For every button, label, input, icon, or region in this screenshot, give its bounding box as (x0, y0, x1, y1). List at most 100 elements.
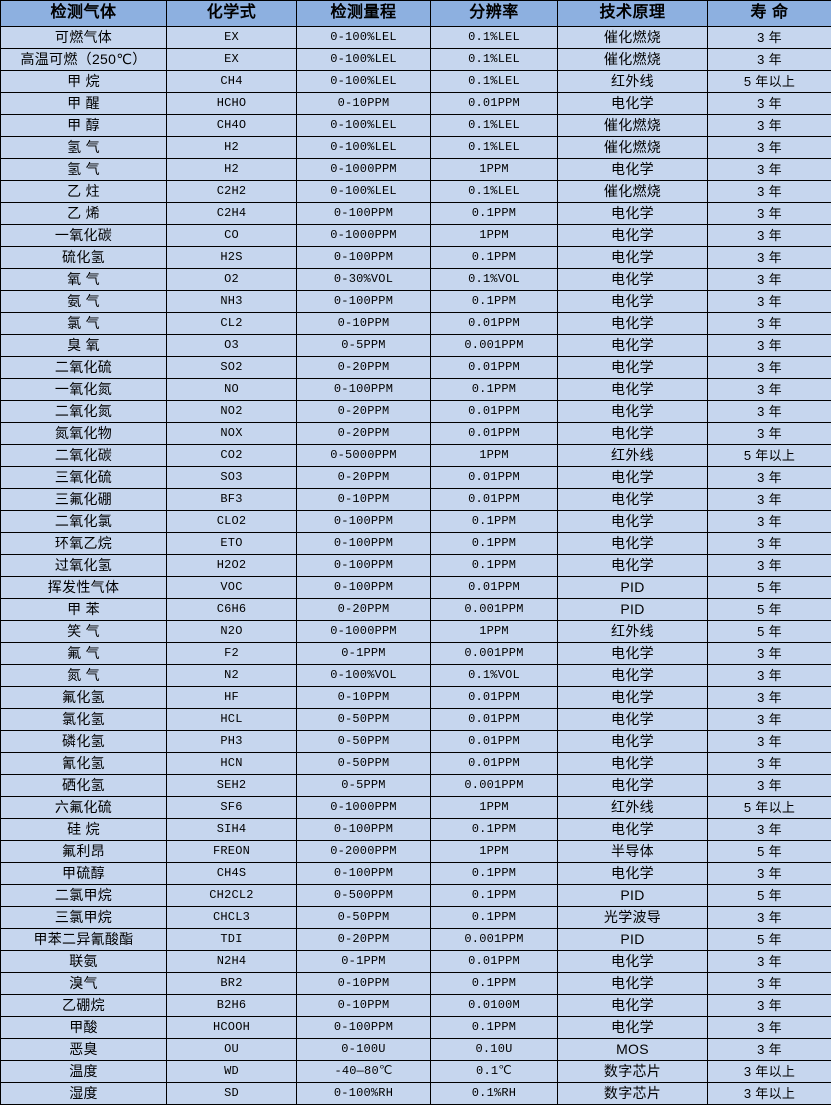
cell-technology-principle: PID (558, 577, 708, 599)
cell-lifespan: 3 年 (708, 709, 831, 731)
cell-technology-principle: 电化学 (558, 401, 708, 423)
cell-detection-range: 0-100PPM (297, 291, 431, 313)
cell-technology-principle: 电化学 (558, 643, 708, 665)
cell-gas-name: 笑 气 (1, 621, 167, 643)
cell-resolution: 0.0100M (431, 995, 558, 1017)
cell-detection-range: 0-1000PPM (297, 797, 431, 819)
cell-gas-name: 氯 气 (1, 313, 167, 335)
cell-technology-principle: 红外线 (558, 445, 708, 467)
cell-gas-name: 臭 氧 (1, 335, 167, 357)
cell-resolution: 0.1PPM (431, 863, 558, 885)
cell-chemical-formula: HCN (167, 753, 297, 775)
cell-resolution: 0.1PPM (431, 555, 558, 577)
cell-detection-range: 0-10PPM (297, 93, 431, 115)
cell-resolution: 0.1%VOL (431, 665, 558, 687)
cell-lifespan: 3 年 (708, 555, 831, 577)
cell-technology-principle: 电化学 (558, 357, 708, 379)
cell-resolution: 0.1PPM (431, 885, 558, 907)
cell-resolution: 0.001PPM (431, 775, 558, 797)
cell-chemical-formula: SF6 (167, 797, 297, 819)
cell-resolution: 1PPM (431, 159, 558, 181)
cell-chemical-formula: SEH2 (167, 775, 297, 797)
cell-chemical-formula: O2 (167, 269, 297, 291)
cell-resolution: 0.1%LEL (431, 137, 558, 159)
cell-technology-principle: 电化学 (558, 775, 708, 797)
cell-chemical-formula: CH2CL2 (167, 885, 297, 907)
cell-chemical-formula: C2H4 (167, 203, 297, 225)
cell-chemical-formula: CH4O (167, 115, 297, 137)
cell-chemical-formula: FREON (167, 841, 297, 863)
cell-technology-principle: 电化学 (558, 313, 708, 335)
cell-resolution: 0.001PPM (431, 643, 558, 665)
table-header: 检测气体 化学式 检测量程 分辨率 技术原理 寿 命 (1, 1, 831, 27)
cell-detection-range: 0-10PPM (297, 313, 431, 335)
cell-gas-name: 甲 苯 (1, 599, 167, 621)
cell-resolution: 0.01PPM (431, 687, 558, 709)
cell-resolution: 1PPM (431, 445, 558, 467)
cell-lifespan: 5 年 (708, 599, 831, 621)
cell-gas-name: 温度 (1, 1061, 167, 1083)
cell-detection-range: 0-100%RH (297, 1083, 431, 1105)
cell-detection-range: 0-100PPM (297, 1017, 431, 1039)
cell-gas-name: 湿度 (1, 1083, 167, 1105)
cell-detection-range: 0-5000PPM (297, 445, 431, 467)
cell-resolution: 0.1%LEL (431, 71, 558, 93)
cell-technology-principle: 红外线 (558, 71, 708, 93)
cell-technology-principle: 电化学 (558, 93, 708, 115)
cell-gas-name: 氮氧化物 (1, 423, 167, 445)
cell-detection-range: 0-100%LEL (297, 49, 431, 71)
cell-lifespan: 3 年 (708, 203, 831, 225)
cell-chemical-formula: SD (167, 1083, 297, 1105)
cell-resolution: 1PPM (431, 797, 558, 819)
cell-gas-name: 乙 烯 (1, 203, 167, 225)
cell-lifespan: 3 年 (708, 247, 831, 269)
cell-chemical-formula: VOC (167, 577, 297, 599)
cell-chemical-formula: NH3 (167, 291, 297, 313)
cell-gas-name: 硒化氢 (1, 775, 167, 797)
cell-chemical-formula: CO (167, 225, 297, 247)
cell-chemical-formula: HF (167, 687, 297, 709)
cell-gas-name: 三氟化硼 (1, 489, 167, 511)
cell-lifespan: 5 年以上 (708, 71, 831, 93)
cell-lifespan: 3 年以上 (708, 1083, 831, 1105)
cell-resolution: 0.01PPM (431, 951, 558, 973)
cell-resolution: 0.1%LEL (431, 115, 558, 137)
cell-chemical-formula: NO2 (167, 401, 297, 423)
cell-lifespan: 5 年 (708, 885, 831, 907)
cell-technology-principle: 光学波导 (558, 907, 708, 929)
cell-technology-principle: 催化燃烧 (558, 181, 708, 203)
cell-technology-principle: 电化学 (558, 203, 708, 225)
cell-resolution: 0.001PPM (431, 335, 558, 357)
cell-detection-range: 0-1PPM (297, 643, 431, 665)
cell-lifespan: 3 年 (708, 973, 831, 995)
cell-gas-name: 二氧化碳 (1, 445, 167, 467)
cell-gas-name: 过氧化氢 (1, 555, 167, 577)
cell-chemical-formula: HCOOH (167, 1017, 297, 1039)
cell-gas-name: 溴气 (1, 973, 167, 995)
cell-gas-name: 氰化氢 (1, 753, 167, 775)
cell-resolution: 0.1PPM (431, 247, 558, 269)
cell-gas-name: 乙硼烷 (1, 995, 167, 1017)
cell-gas-name: 恶臭 (1, 1039, 167, 1061)
cell-lifespan: 3 年 (708, 401, 831, 423)
cell-gas-name: 二氧化氮 (1, 401, 167, 423)
cell-technology-principle: 红外线 (558, 797, 708, 819)
cell-detection-range: 0-1000PPM (297, 225, 431, 247)
